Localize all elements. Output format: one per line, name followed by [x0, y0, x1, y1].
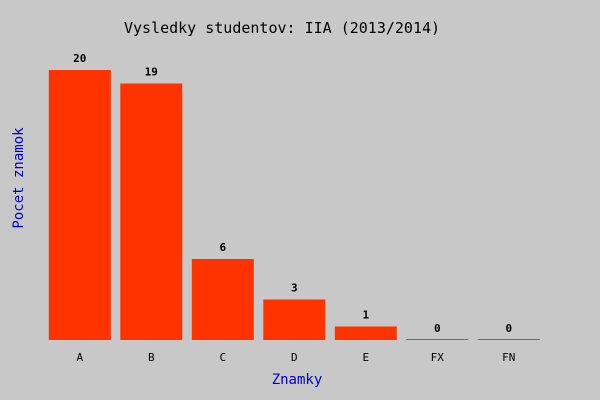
- x-tick-a: A: [76, 351, 83, 364]
- x-tick-b: B: [148, 351, 155, 364]
- bar-fx: [406, 339, 469, 340]
- data-labels-group: 20 19 6 3 1 0 0: [73, 52, 512, 335]
- data-label-a: 20: [73, 52, 86, 65]
- y-axis-label: Pocet znamok: [11, 127, 27, 229]
- bar-c: [191, 259, 254, 340]
- data-label-c: 6: [219, 241, 226, 254]
- x-tick-d: D: [291, 351, 298, 364]
- bar-e: [334, 326, 397, 340]
- x-axis-label: Znamky: [272, 372, 323, 388]
- bar-d: [263, 299, 326, 340]
- x-tick-fn: FN: [502, 351, 515, 364]
- x-tick-c: C: [219, 351, 226, 364]
- data-label-b: 19: [145, 66, 158, 79]
- bars-group: [48, 70, 540, 340]
- data-label-d: 3: [291, 282, 298, 295]
- bar-fn: [477, 339, 540, 340]
- bar-b: [120, 83, 183, 340]
- x-tick-e: E: [362, 351, 369, 364]
- data-label-fx: 0: [434, 322, 441, 335]
- x-tick-fx: FX: [431, 351, 445, 364]
- x-tick-labels-group: A B C D E FX FN: [76, 351, 515, 364]
- bar-a: [48, 70, 111, 340]
- chart-title: Vysledky studentov: IIA (2013/2014): [124, 19, 440, 37]
- data-label-e: 1: [362, 309, 369, 322]
- data-label-fn: 0: [505, 322, 512, 335]
